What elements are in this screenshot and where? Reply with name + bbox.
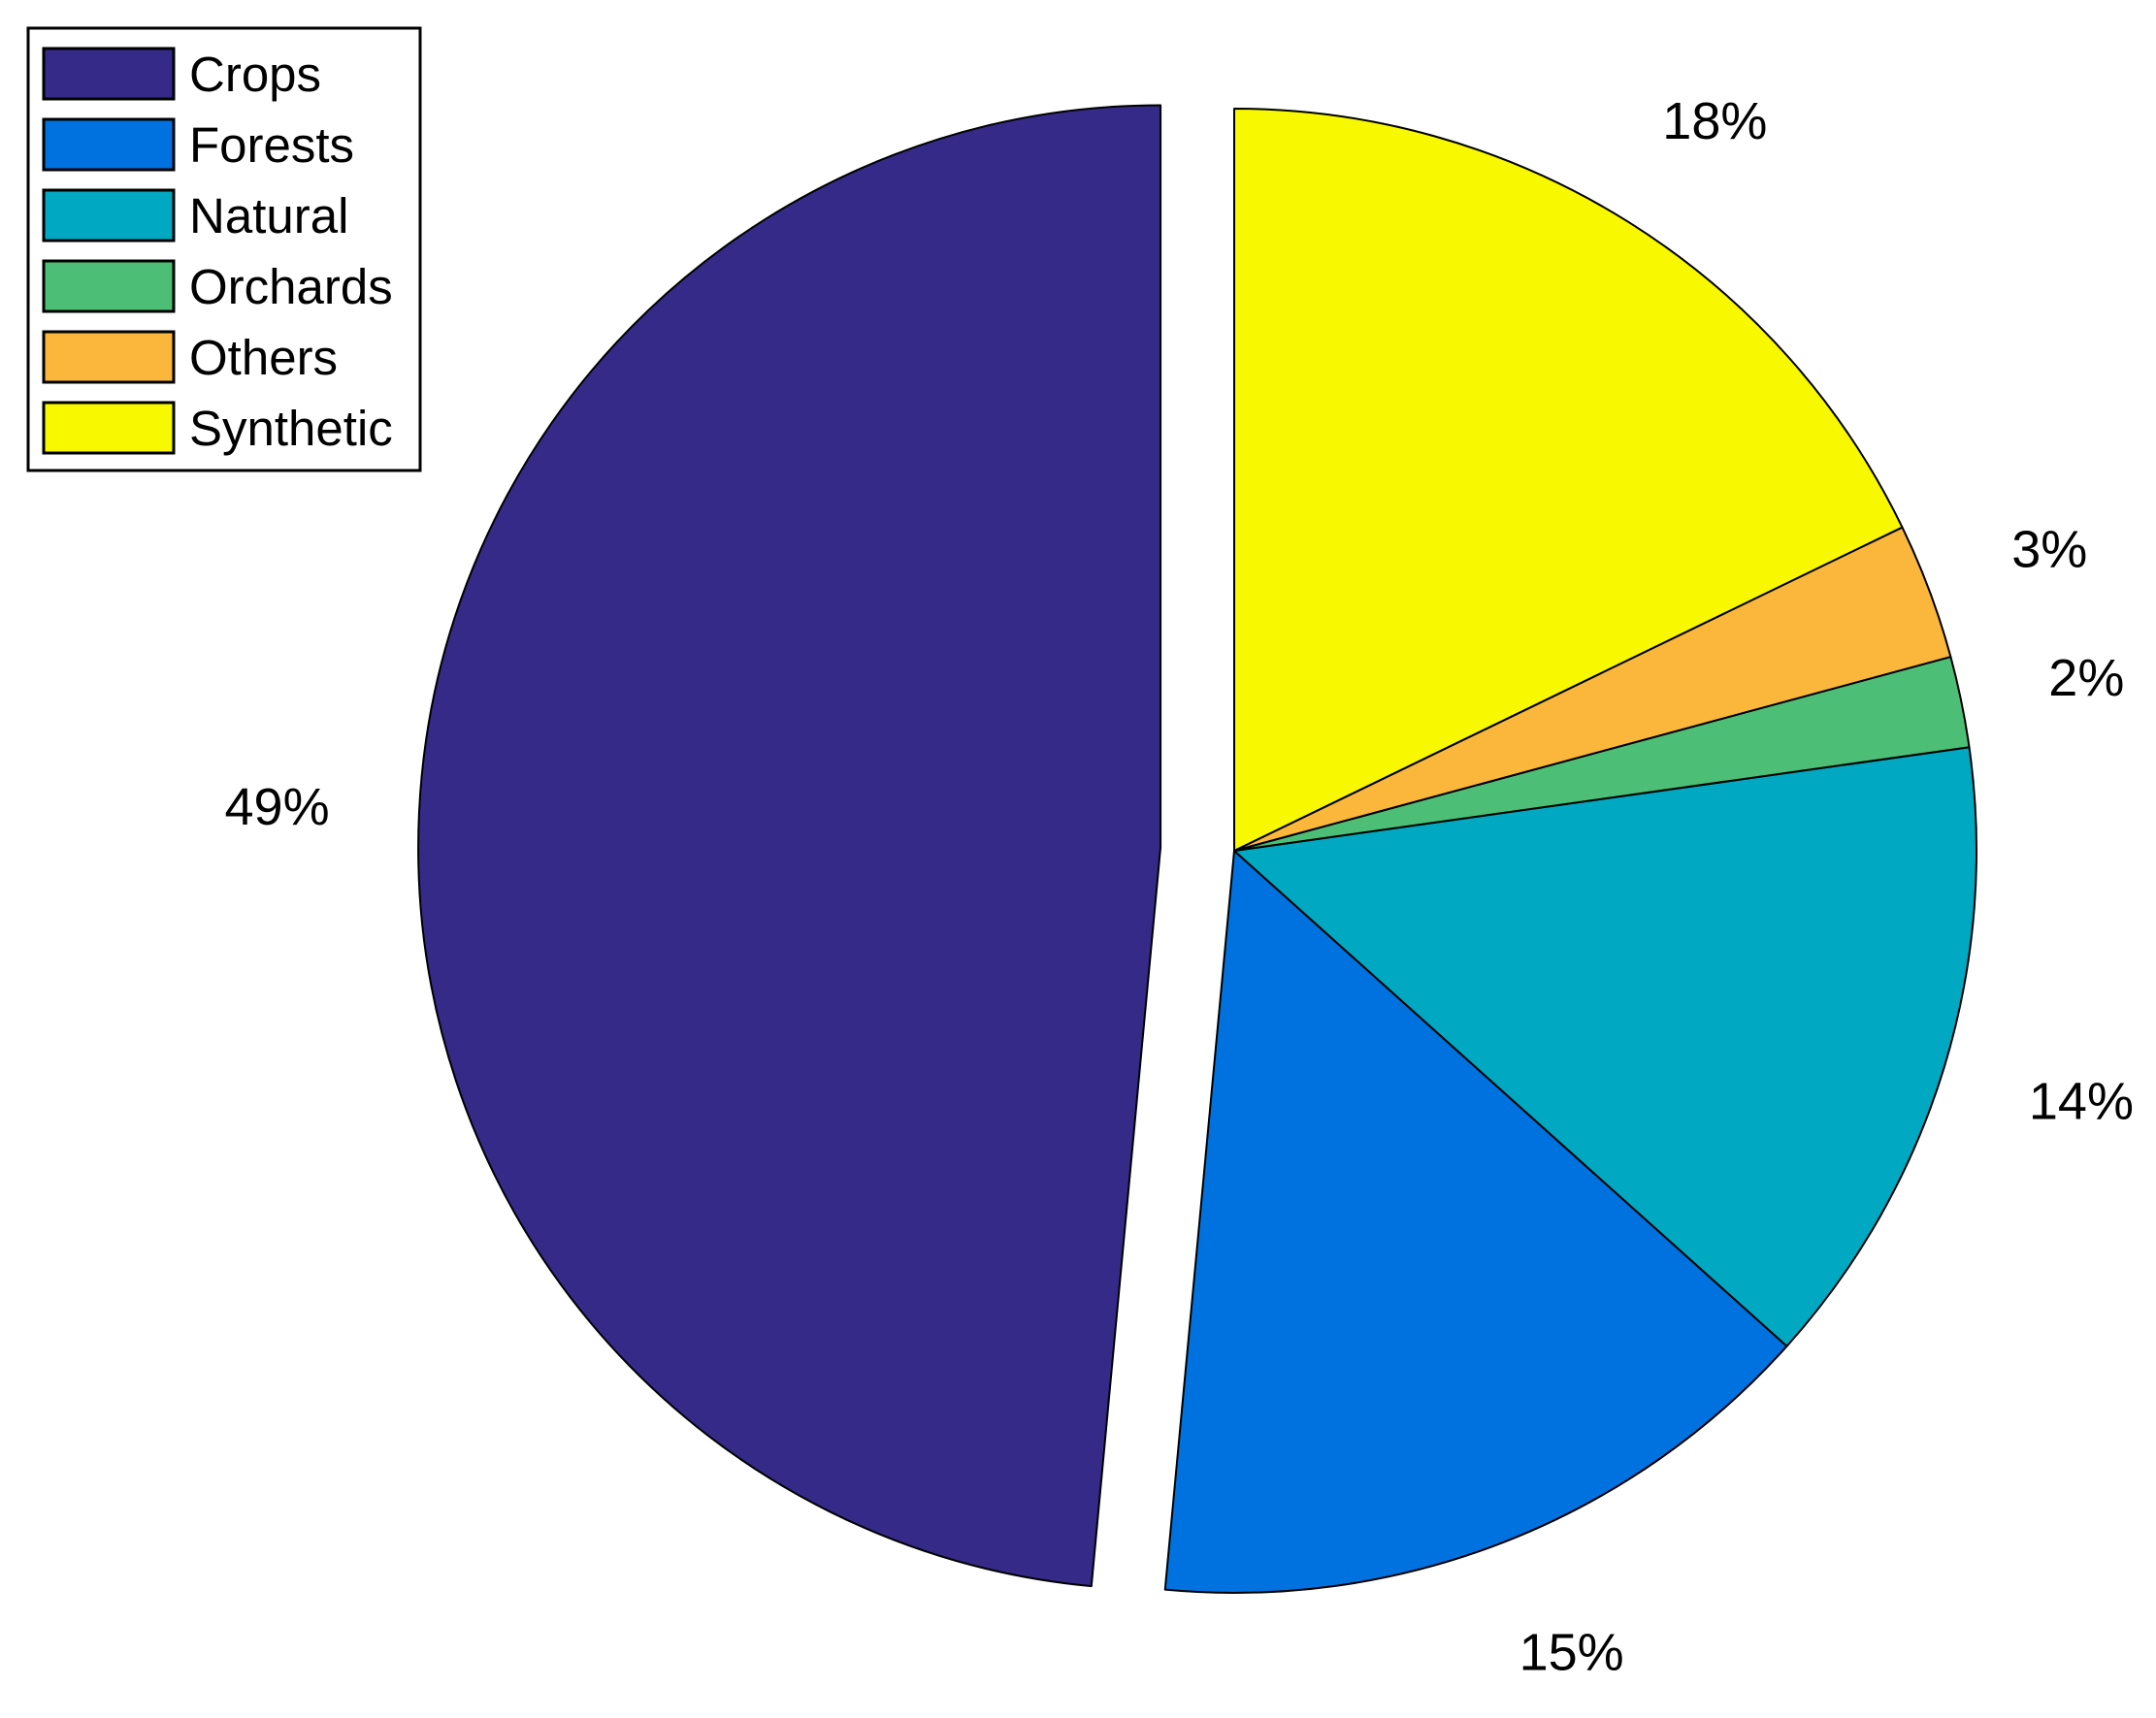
- legend-label-crops: Crops: [189, 47, 321, 102]
- slice-label-synthetic: 18%: [1662, 92, 1767, 150]
- pie-slices: [417, 104, 1977, 1594]
- legend-swatch-natural: [42, 188, 176, 243]
- legend-label-orchards: Orchards: [189, 259, 393, 314]
- legend-items: Crops Forests Natural Orchards Others Synthet…: [42, 47, 393, 456]
- legend-swatch-others: [42, 330, 176, 384]
- legend-swatch-orchards: [42, 259, 176, 313]
- legend-label-others: Others: [189, 330, 338, 385]
- pie-slice-natural: [1233, 746, 1977, 1347]
- slice-label-natural: 14%: [2029, 1072, 2134, 1130]
- legend-label-natural: Natural: [189, 188, 348, 243]
- legend-box: [26, 26, 422, 472]
- legend-swatch-forests: [42, 117, 176, 172]
- pie-slice-crops: [417, 104, 1162, 1588]
- slice-label-forests: 15%: [1519, 1623, 1624, 1681]
- slice-label-others: 3%: [2011, 520, 2087, 578]
- pie-slice-forests: [1163, 850, 1788, 1594]
- legend-label-forests: Forests: [189, 117, 354, 173]
- pie-slice-synthetic: [1233, 108, 1904, 852]
- slice-label-crops: 49%: [225, 778, 330, 836]
- legend-swatch-crops: [42, 47, 176, 101]
- legend: Crops Forests Natural Orchards Others Synthet…: [26, 26, 422, 472]
- legend-label-synthetic: Synthetic: [189, 401, 393, 456]
- pie-slice-labels: 49% 15% 14% 2% 3% 18%: [225, 92, 2134, 1681]
- legend-swatch-synthetic: [42, 401, 176, 455]
- slice-label-orchards: 2%: [2048, 649, 2124, 707]
